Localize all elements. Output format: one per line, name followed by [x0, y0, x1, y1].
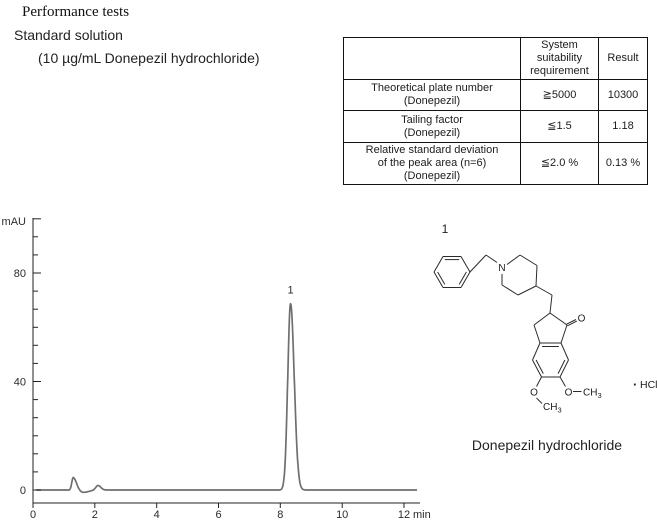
cell-parameter: Tailing factor (Donepezil) [343, 110, 521, 143]
hydrochloride-salt: · HCl [633, 377, 657, 392]
methylene-linker-bonds [535, 285, 553, 314]
section-title: Standard solution [14, 27, 123, 43]
piperidine-ring: N [498, 254, 538, 296]
x-tick-label: 4 [154, 509, 160, 521]
cell-requirement: ≦1.5 [520, 110, 599, 143]
table-header-row: System suitability requirement Result [343, 37, 648, 80]
methoxy-group-right: O CH3 [559, 376, 602, 401]
x-tick-label: 2 [92, 509, 98, 521]
sample-concentration: (10 µg/mL Donepezil hydrochloride) [38, 50, 260, 66]
y-tick-label: 40 [14, 377, 26, 389]
oxygen-atom-label: O [565, 388, 573, 399]
benzene-ring-benzyl [433, 256, 471, 288]
x-tick-label: 12 [398, 509, 410, 521]
methyl-group-label: CH3 [583, 388, 602, 401]
methoxy-group-left: O CH3 [530, 376, 562, 415]
cell-requirement: ≦2.0 % [520, 142, 599, 185]
molecule-structure: 1 N O O [433, 222, 657, 415]
page-title: Performance tests [22, 4, 130, 20]
peak-number-label: 1 [287, 285, 293, 297]
cell-result: 0.13 % [598, 142, 648, 185]
header-result: Result [598, 37, 648, 80]
cyclopentanone-ring: O [533, 312, 586, 344]
nitrogen-atom-label: N [498, 263, 505, 274]
table-row: Tailing factor (Donepezil) ≦1.5 1.18 [343, 110, 648, 143]
header-parameter [343, 37, 521, 80]
signal-trace [35, 302, 418, 494]
y-axis-unit-label: mAU [2, 216, 27, 228]
oxygen-atom-label: O [530, 388, 538, 399]
chromatogram-plot: 0 40 80 mAU 0 2 4 6 8 10 12 min 1 [2, 216, 431, 521]
x-tick-label: 8 [277, 509, 283, 521]
x-tick-label: 10 [336, 509, 348, 521]
x-tick-label: 6 [215, 509, 221, 521]
salt-dot: · [633, 377, 637, 392]
molecule-caption: Donepezil hydrochloride [471, 437, 623, 453]
table-row: Theoretical plate number (Donepezil) ≧50… [343, 79, 648, 111]
methyl-group-label: CH3 [543, 402, 562, 415]
system-suitability-table: System suitability requirement Result Th… [343, 37, 648, 185]
benzyl-linker-bonds [469, 254, 498, 273]
ketone-oxygen-label: O [578, 314, 586, 325]
benzene-ring-indanone [532, 342, 569, 378]
cell-result: 10300 [598, 79, 648, 111]
structure-number-label: 1 [442, 222, 449, 236]
table-row: Relative standard deviation of the peak … [343, 142, 648, 185]
cell-result: 1.18 [598, 110, 648, 143]
y-tick-label: 80 [14, 268, 26, 280]
x-axis-unit-label: min [413, 509, 431, 521]
hcl-label: HCl [640, 379, 657, 391]
cell-parameter: Theoretical plate number (Donepezil) [343, 79, 521, 111]
y-tick-label: 0 [20, 485, 26, 497]
cell-requirement: ≧5000 [520, 79, 599, 111]
x-tick-label: 0 [30, 509, 36, 521]
header-requirement: System suitability requirement [520, 37, 599, 80]
cell-parameter: Relative standard deviation of the peak … [343, 142, 521, 185]
